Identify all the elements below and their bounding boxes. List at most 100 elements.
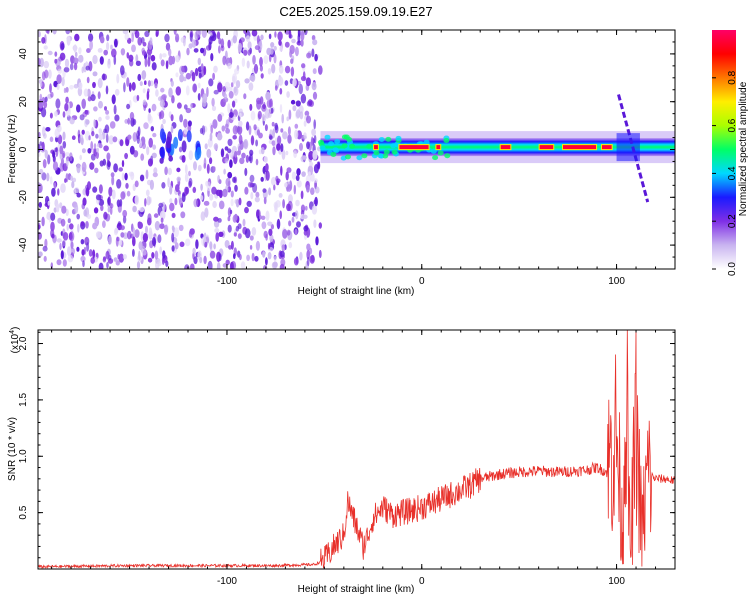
noise-speckle <box>142 142 146 150</box>
noise-speckle <box>132 118 137 126</box>
noise-speckle <box>145 189 150 197</box>
noise-speckle <box>73 44 77 53</box>
noise-speckle <box>146 195 151 206</box>
snr-scale-factor: (x104) <box>9 327 21 354</box>
noise-speckle <box>100 204 104 212</box>
noise-speckle <box>307 99 313 106</box>
noise-speckle <box>164 166 168 176</box>
noise-speckle <box>311 128 316 137</box>
noise-speckle <box>124 152 128 160</box>
noise-speckle <box>102 220 106 228</box>
carrier-wobble <box>366 143 373 149</box>
noise-speckle <box>251 227 257 236</box>
noise-speckle <box>105 133 109 143</box>
noise-speckle <box>318 222 322 229</box>
noise-speckle <box>201 125 206 136</box>
noise-speckle <box>245 35 251 42</box>
noise-speckle <box>99 36 105 44</box>
noise-speckle <box>265 163 269 172</box>
noise-speckle <box>267 242 271 250</box>
noise-speckle <box>95 194 102 201</box>
noise-speckle <box>114 114 120 122</box>
noise-speckle <box>249 103 253 111</box>
noise-speckle <box>38 57 41 66</box>
noise-speckle <box>45 127 51 132</box>
carrier-wobble <box>430 148 437 154</box>
noise-speckle <box>56 83 60 90</box>
x-tick-label: -100 <box>217 576 237 587</box>
snr-scale-close: ) <box>10 327 21 330</box>
noise-speckle <box>69 152 73 162</box>
noise-speckle <box>49 112 53 119</box>
noise-speckle <box>214 228 220 233</box>
noise-speckle <box>171 55 176 65</box>
noise-speckle <box>280 143 284 153</box>
noise-speckle <box>184 264 190 269</box>
noise-speckle <box>165 60 169 70</box>
noise-speckle <box>289 49 293 58</box>
noise-speckle <box>221 125 226 132</box>
noise-speckle <box>291 216 295 223</box>
colorbar-tick-label: 0.4 <box>727 166 738 180</box>
carrier-wobble <box>378 137 385 142</box>
noise-speckle <box>120 232 125 238</box>
noise-speckle <box>164 224 168 235</box>
noise-speckle <box>41 37 46 44</box>
noise-speckle <box>175 72 179 78</box>
noise-speckle <box>277 76 284 86</box>
noise-speckle <box>312 68 317 75</box>
noise-speckle <box>273 45 277 51</box>
noise-speckle <box>148 227 153 237</box>
noise-speckle <box>305 205 308 211</box>
noise-speckle <box>213 220 220 228</box>
noise-speckle <box>65 208 69 217</box>
noise-speckle <box>47 154 51 165</box>
noise-speckle <box>76 163 81 174</box>
noise-speckle <box>83 88 89 97</box>
noise-speckle <box>103 256 106 261</box>
noise-speckle <box>92 54 98 65</box>
noise-speckle <box>262 113 265 122</box>
noise-speckle <box>244 78 250 84</box>
noise-speckle <box>108 235 112 245</box>
noise-speckle <box>154 250 159 260</box>
noise-speckle <box>88 33 94 42</box>
noise-speckle <box>120 48 126 56</box>
noise-speckle <box>215 232 219 242</box>
noise-speckle <box>242 218 246 227</box>
noise-speckle <box>41 216 45 227</box>
noise-speckle <box>246 200 252 207</box>
noise-speckle <box>80 221 85 227</box>
noise-speckle <box>203 255 207 265</box>
noise-speckle <box>120 191 126 200</box>
y-tick-label: 20 <box>18 96 29 108</box>
noise-speckle <box>205 45 212 51</box>
noise-speckle <box>108 186 113 197</box>
noise-speckle <box>67 246 72 257</box>
noise-speckle <box>213 216 219 222</box>
noise-speckle <box>171 245 175 252</box>
noise-speckle <box>86 214 92 220</box>
noise-speckle <box>98 199 105 206</box>
noise-speckle <box>44 238 48 248</box>
noise-speckle <box>270 176 277 186</box>
colorbar-ticks: 0.0 0.2 0.4 0.6 0.8 <box>712 70 738 276</box>
noise-speckle <box>128 171 134 177</box>
noise-speckle <box>105 115 110 120</box>
noise-speckle <box>144 30 150 38</box>
noise-speckle <box>132 227 136 238</box>
noise-speckle <box>260 73 264 79</box>
noise-speckle <box>288 220 292 227</box>
noise-speckle <box>193 161 197 171</box>
noise-speckle <box>256 100 262 110</box>
noise-speckle <box>204 241 208 248</box>
noise-speckle <box>310 173 315 182</box>
noise-speckle <box>93 207 99 214</box>
noise-speckle <box>69 117 75 125</box>
noise-speckle <box>103 49 108 56</box>
noise-speckle <box>271 63 276 74</box>
noise-speckle <box>249 149 254 156</box>
spectrogram-y-label: Frequency (Hz) <box>7 115 18 184</box>
noise-speckle <box>88 135 91 141</box>
noise-speckle <box>264 108 270 119</box>
